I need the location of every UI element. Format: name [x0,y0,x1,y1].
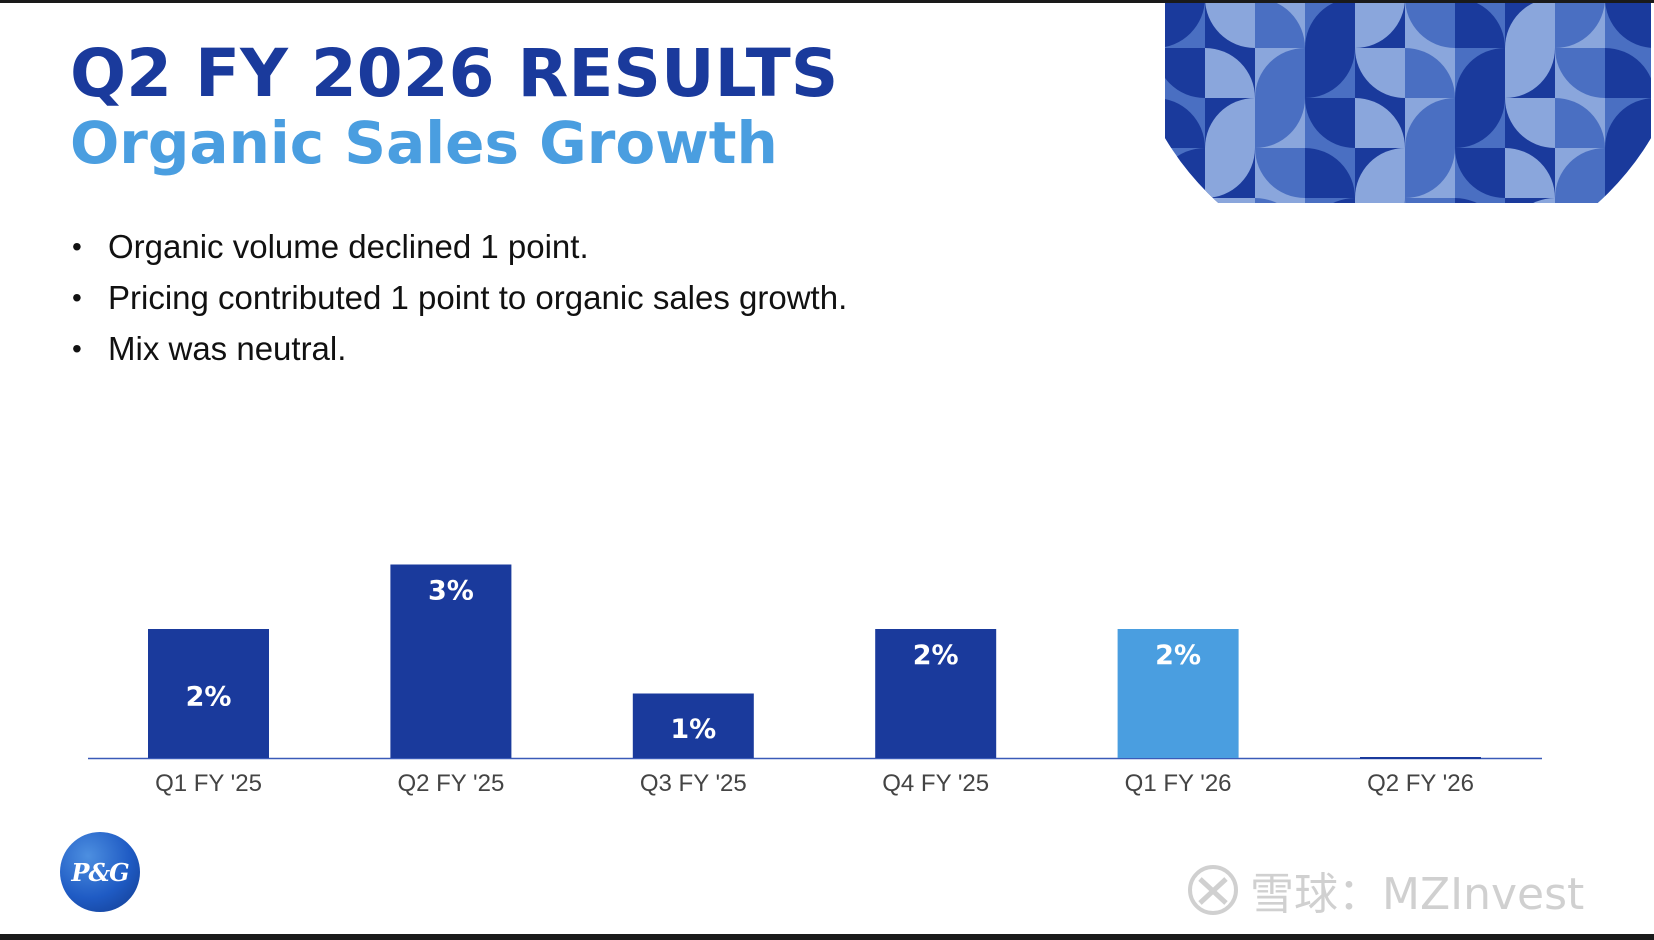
pattern-quarter-circle [1305,148,1355,198]
bar-3 [632,693,754,758]
pattern-quarter-circle [1505,148,1555,198]
bullet-list: • Organic volume declined 1 point. • Prici… [72,221,847,374]
pattern-quarter-circle [1405,3,1455,48]
pattern-quarter-circle [1555,48,1605,98]
pattern-quarter-circle [1455,48,1505,98]
pattern-quarter-circle [1165,98,1205,148]
pattern-quarter-circle [1605,3,1651,48]
pattern-quarter-circle [1255,148,1305,198]
pattern-tile [1455,198,1505,203]
page-title: Q2 FY 2026 RESULTS [70,35,839,112]
bullet-icon: • [72,231,82,262]
pattern-quarter-circle [1605,98,1651,148]
pattern-quarter-circle [1255,48,1305,98]
bar-5 [1117,629,1239,758]
bar-1 [148,629,269,758]
pattern-quarter-circle [1205,48,1255,98]
bullet-icon: • [72,333,82,364]
bar-value-label: 1% [670,714,716,745]
bullet-item: • Mix was neutral. [72,323,847,374]
pattern-quarter-circle [1455,98,1505,148]
bottom-border [0,934,1654,940]
bar-value-label: 2% [186,682,232,713]
pattern-quarter-circle [1355,98,1405,148]
bullet-icon: • [72,282,82,313]
pattern-quarter-circle [1205,3,1255,48]
pattern-quarter-circle [1165,48,1205,98]
bar-2 [390,564,512,758]
decorative-pattern [1165,3,1651,203]
pattern-quarter-circle [1455,148,1505,198]
pattern-quarter-circle [1255,98,1305,148]
bar-value-label: 2% [913,640,959,671]
pattern-tile [1505,198,1555,203]
pattern-quarter-circle [1165,3,1205,48]
pattern-quarter-circle [1555,3,1605,48]
pattern-quarter-circle [1505,3,1555,48]
watermark-text: 雪球：MZInvest [1250,869,1585,920]
bullet-text: Mix was neutral. [108,330,347,367]
bar-4 [875,629,997,758]
page-subtitle: Organic Sales Growth [70,109,778,177]
bar-6 [1360,757,1481,759]
pattern-quarter-circle [1305,98,1355,148]
bar-value-label: 3% [428,576,474,607]
pattern-quarter-circle [1605,48,1651,98]
pattern-quarter-circle [1255,3,1305,48]
x-tick-label: Q3 FY '25 [640,770,747,797]
pattern-quarter-circle [1355,48,1405,98]
watermark: 雪球：MZInvest [1186,858,1584,922]
pattern-quarter-circle [1455,3,1505,48]
pattern-quarter-circle [1555,98,1605,148]
pattern-tile [1255,198,1305,203]
x-tick-label: Q2 FY '25 [397,770,504,797]
pattern-quarter-circle [1405,148,1455,198]
pattern-quarter-circle [1355,148,1405,198]
pattern-quarter-circle [1405,48,1455,98]
pattern-quarter-circle [1305,48,1355,98]
pattern-quarter-circle [1305,3,1355,48]
pattern-quarter-circle [1205,98,1255,148]
bullet-text: Pricing contributed 1 point to organic s… [108,279,848,316]
bullet-item: • Organic volume declined 1 point. [72,221,847,272]
pattern-quarter-circle [1555,148,1605,198]
x-tick-label: Q4 FY '25 [882,770,989,797]
bullet-text: Organic volume declined 1 point. [108,228,589,265]
pattern-quarter-circle [1405,98,1455,148]
watermark-logo-icon [1188,865,1238,915]
pattern-tile [1305,198,1355,203]
pattern-quarter-circle [1505,98,1555,148]
pattern-quarter-circle [1505,48,1555,98]
top-border [0,0,1654,3]
x-tick-label: Q1 FY '25 [155,770,262,797]
bar-value-label: 2% [1155,640,1201,671]
pattern-quarter-circle [1355,3,1405,48]
x-tick-label: Q1 FY '26 [1125,770,1232,797]
pattern-quarter-circle [1205,148,1255,198]
x-tick-label: Q2 FY '26 [1367,770,1474,797]
bullet-item: • Pricing contributed 1 point to organic … [72,272,847,323]
pg-logo: P&G [60,832,140,912]
